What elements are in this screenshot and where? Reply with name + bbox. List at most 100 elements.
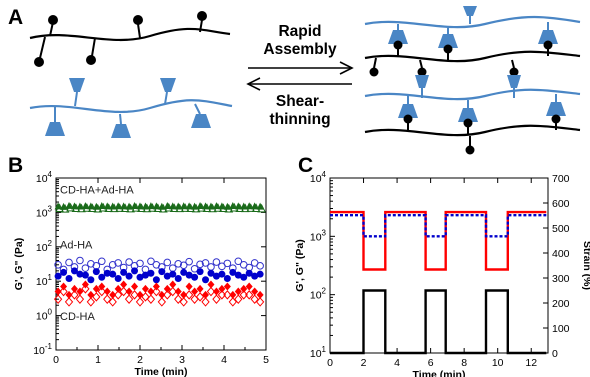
chart-b-point (124, 294, 134, 304)
chart-b-point (81, 202, 89, 210)
chart-c-series-strain-line (330, 289, 547, 355)
chart-b-point (218, 270, 226, 278)
chart-b-point (179, 297, 188, 307)
chart-c-y2-tick-label: 400 (552, 248, 570, 260)
chart-b-point (147, 202, 155, 210)
chart-b-point (98, 202, 108, 212)
chart-b-point (76, 287, 84, 296)
chart-c-y2-tick-label: 100 (552, 323, 570, 335)
chart-b-point (255, 297, 265, 307)
chart-b-x-tick-label: 2 (137, 354, 143, 366)
guest-group-icon (465, 145, 475, 155)
chart-b-point (65, 290, 73, 299)
chart-b-point (87, 276, 95, 284)
guest-group-icon (393, 40, 403, 50)
chart-b-point (71, 203, 81, 212)
chart-b-point (120, 203, 130, 212)
chart-b-point (251, 203, 261, 212)
chart-b-x-tick-label: 0 (53, 354, 59, 366)
chart-b-y-tick-label: 10-1 (33, 342, 52, 357)
chart-b-point (135, 297, 145, 307)
chart-b-point (76, 256, 84, 265)
chart-b-point (92, 268, 100, 276)
chart-b-point (141, 284, 149, 293)
guest-group-icon (551, 114, 561, 124)
chart-b: 0 1 2 3 4 5 10-1 100 101 102 103 104 Time (min) G', G… (13, 170, 269, 377)
chart-b-point (65, 258, 73, 267)
reverse-arrow (246, 77, 352, 91)
chart-c-x-tick-label: 2 (361, 357, 367, 369)
guest-group-icon (133, 15, 143, 25)
chart-b-point (207, 280, 215, 289)
chart-b-point (66, 202, 75, 212)
chart-b-point (201, 297, 210, 307)
chart-b-point (163, 284, 171, 293)
chart-b-point (126, 203, 135, 213)
chart-b-point (81, 264, 90, 272)
chart-b-point (114, 284, 122, 293)
chart-b-point (180, 290, 188, 299)
chart-b-x-tick-label: 5 (263, 354, 269, 366)
panel-c-letter: C (298, 154, 313, 177)
chart-b-point (169, 203, 179, 212)
chart-b-point (153, 203, 163, 212)
chart-b-point (88, 203, 97, 212)
chart-b-point (245, 269, 253, 277)
host-group-icon (398, 104, 418, 118)
chart-c-y-tick-label: 103 (310, 228, 327, 243)
chart-b-point (119, 286, 128, 297)
chart-b-y-tick-label: 102 (36, 239, 53, 254)
chart-b-point (75, 294, 85, 304)
chart-c-x-tick-label: 10 (492, 357, 504, 369)
chart-b-point (185, 271, 193, 279)
chart-b-point (240, 203, 250, 213)
chart-b-point (234, 257, 243, 266)
chart-c-y2-tick-label: 500 (552, 223, 570, 235)
chart-c-y2-tick-label: 0 (552, 348, 558, 360)
guest-group-icon (403, 114, 413, 124)
chart-b-point (185, 282, 193, 291)
chart-b-point (54, 272, 62, 280)
chart-b-point (256, 262, 264, 270)
chart-b-point (223, 274, 231, 282)
chart-b-point (136, 259, 144, 268)
chart-b-point (235, 203, 245, 212)
chart-c-y-axis-label: G', G" (Pa) (294, 239, 306, 291)
chart-b-x-tick-label: 3 (179, 354, 185, 366)
chart-c-x-tick-label: 4 (394, 357, 400, 369)
host-group-icon (45, 122, 65, 136)
chart-b-point (70, 290, 79, 300)
host-group-icon (507, 75, 521, 88)
chart-b-point (206, 286, 216, 297)
chart-b-point (92, 284, 100, 293)
chart-b-point (174, 274, 182, 282)
chart-b-point (103, 269, 111, 277)
chart-b-point (148, 203, 157, 212)
chart-b-point (131, 202, 139, 210)
panel-b-letter: B (8, 154, 23, 177)
chart-b-point (136, 273, 144, 281)
left-black-polymer (29, 11, 231, 67)
chart-b-point (70, 267, 78, 275)
chart-b-point (157, 297, 167, 307)
forward-arrow-label-2: Assembly (263, 41, 337, 58)
chart-c-y-tick-label: 101 (310, 345, 327, 360)
chart-b-point (257, 203, 266, 213)
chart-b-point (217, 290, 227, 300)
chart-b-point (195, 292, 205, 302)
chart-b-point (142, 203, 152, 213)
chart-b-point (109, 203, 119, 213)
chart-c-series-g-line (330, 210, 547, 271)
chart-b-point (251, 202, 259, 210)
chart-b-point (184, 290, 194, 300)
chart-b-point (191, 203, 201, 213)
chart-b-point (92, 292, 101, 302)
chart-b-point (179, 261, 188, 270)
chart-b-point (103, 287, 111, 296)
chart-b-point (245, 202, 253, 210)
chart-b-point (196, 268, 204, 276)
chart-b-point (108, 260, 117, 269)
chart-b-point (104, 203, 114, 212)
chart-b-point (98, 201, 106, 209)
chart-b-point (131, 267, 139, 275)
